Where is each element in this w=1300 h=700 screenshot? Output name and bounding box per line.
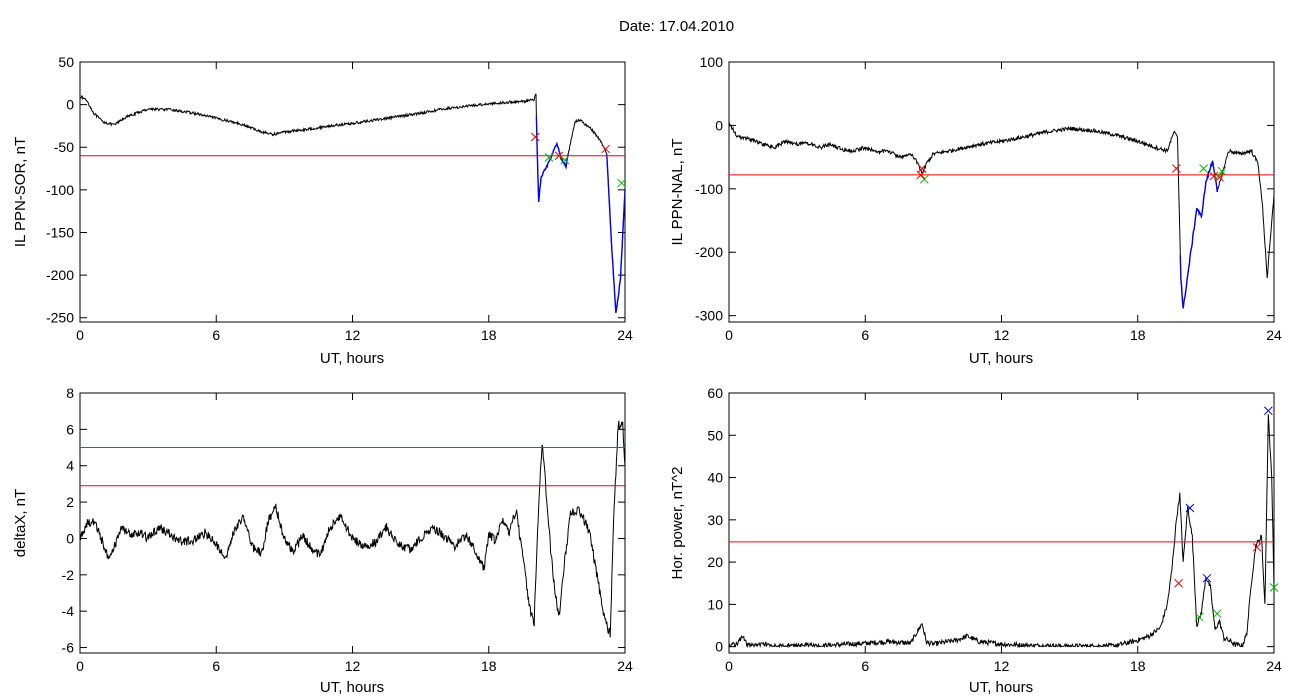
event-marker (1202, 573, 1212, 583)
x-tick-label: 18 (1130, 658, 1146, 674)
event-marker (560, 155, 570, 165)
x-tick-label: 12 (345, 658, 361, 674)
y-tick-label: 50 (707, 427, 723, 443)
x-tick-label: 12 (994, 327, 1010, 343)
plot-frame (79, 61, 626, 323)
y-tick-label: -6 (62, 640, 75, 656)
x-tick-label: 0 (725, 658, 733, 674)
panel-deltax: 0 6 12 18 24 8 6 4 2 0 -2 -4 -6 UT, hours deltaX, nT (12, 385, 633, 696)
event-marker (1263, 406, 1273, 416)
event-marker (601, 144, 611, 154)
y-axis-label: IL PPN-NAL, nT (669, 139, 686, 246)
event-marker (1269, 583, 1279, 592)
x-tick-label: 6 (212, 327, 220, 343)
y-tick-label: 2 (66, 494, 74, 510)
event-marker (530, 132, 540, 142)
x-tick-label: 18 (481, 327, 497, 343)
y-tick-label: 40 (707, 470, 723, 486)
x-tick-label: 0 (725, 327, 733, 343)
y-tick-label: 60 (707, 385, 723, 401)
y-tick-label: 30 (707, 512, 723, 528)
event-marker (1209, 171, 1219, 181)
series-line (728, 414, 1275, 649)
x-tick-label: 12 (994, 658, 1010, 674)
event-marker (1174, 578, 1183, 588)
x-tick-label: 6 (861, 658, 869, 674)
y-axis-label: IL PPN-SOR, nT (12, 137, 29, 247)
panel-ppn-sor: 0 6 12 18 24 50 0 -50 -100 -150 -200 -250 UT, hours… (12, 54, 633, 367)
event-marker (1217, 166, 1227, 176)
x-tick-label: 6 (212, 658, 220, 674)
y-tick-label: 50 (58, 54, 74, 70)
x-axis-label: UT, hours (320, 350, 384, 367)
y-tick-label: -300 (695, 308, 723, 324)
event-marker (919, 174, 929, 184)
y-tick-label: -2 (62, 567, 75, 583)
y-tick-label: 0 (66, 97, 74, 113)
event-marker (1185, 503, 1195, 513)
plot-frame (79, 392, 626, 654)
y-tick-label: 8 (66, 385, 74, 401)
event-marker (916, 170, 926, 180)
event-marker (1252, 542, 1262, 552)
event-marker (1212, 609, 1222, 619)
y-tick-label: -100 (46, 182, 74, 198)
figure-title: Date: 17.04.2010 (618, 18, 735, 35)
y-tick-label: -200 (695, 244, 723, 260)
x-tick-label: 18 (1130, 327, 1146, 343)
event-segment (1179, 160, 1219, 309)
x-tick-label: 24 (1266, 658, 1282, 674)
y-tick-label: 0 (715, 639, 723, 655)
plot-frame (728, 61, 1275, 323)
x-tick-label: 0 (76, 327, 84, 343)
event-marker (1194, 612, 1204, 622)
x-tick-label: 12 (345, 327, 361, 343)
x-axis-label: UT, hours (320, 679, 384, 696)
y-tick-label: 6 (66, 421, 74, 437)
y-tick-label: 20 (707, 554, 723, 570)
y-tick-label: -100 (695, 181, 723, 197)
series-line (79, 93, 626, 313)
x-axis-label: UT, hours (969, 350, 1033, 367)
y-axis-label: deltaX, nT (12, 489, 29, 557)
y-tick-label: 0 (715, 117, 723, 133)
panel-ppn-nal: 0 6 12 18 24 100 0 -100 -200 -300 UT, hours IL PP… (669, 54, 1282, 367)
panel-hor-power: 0 6 12 18 24 60 50 40 30 20 10 0 UT, hours Hor. pow… (669, 385, 1282, 696)
event-segment (606, 154, 626, 313)
x-tick-label: 0 (76, 658, 84, 674)
event-marker (554, 151, 564, 161)
event-marker (1199, 164, 1208, 173)
y-tick-label: -200 (46, 267, 74, 283)
x-tick-label: 6 (861, 327, 869, 343)
plot-frame (728, 392, 1275, 654)
event-marker (1215, 173, 1224, 182)
y-tick-label: 0 (66, 530, 74, 546)
y-tick-label: -250 (46, 310, 74, 326)
x-axis-label: UT, hours (969, 679, 1033, 696)
x-tick-label: 24 (617, 327, 633, 343)
y-tick-label: 10 (707, 596, 723, 612)
event-marker (1172, 164, 1181, 173)
y-tick-label: -50 (54, 139, 74, 155)
y-tick-label: -4 (62, 603, 75, 619)
y-tick-label: -150 (46, 224, 74, 240)
y-axis-label: Hor. power, nT^2 (669, 467, 686, 580)
series-line (79, 420, 626, 638)
y-tick-label: 100 (700, 54, 724, 70)
x-tick-label: 24 (1266, 327, 1282, 343)
x-tick-label: 24 (617, 658, 633, 674)
event-marker (617, 178, 626, 188)
event-marker (544, 153, 554, 162)
x-tick-label: 18 (481, 658, 497, 674)
y-tick-label: 4 (66, 458, 74, 474)
